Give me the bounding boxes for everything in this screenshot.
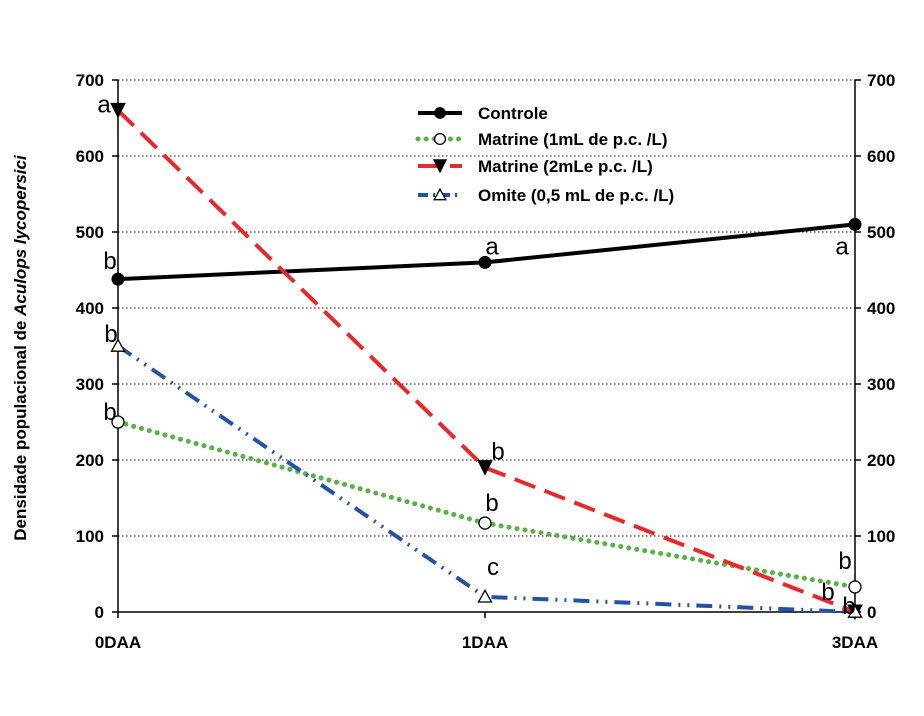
y-tick-label: 600 <box>76 147 104 166</box>
legend-label: Omite (0,5 mL de p.c. /L) <box>478 186 674 205</box>
legend-label: Controle <box>478 104 548 123</box>
y-tick-label: 700 <box>867 71 895 90</box>
significance-letter: b <box>104 321 117 348</box>
x-tick-label: 0DAA <box>95 633 141 652</box>
legend-label: Matrine (2mLe p.c. /L) <box>478 157 653 176</box>
y-tick-label: 400 <box>867 299 895 318</box>
marker <box>110 102 126 119</box>
y-tick-label: 200 <box>867 451 895 470</box>
x-tick-labels: 0DAA 1DAA 3DAA <box>95 633 878 652</box>
significance-letter: a <box>485 233 499 260</box>
marker <box>848 217 862 231</box>
y-tick-label: 600 <box>867 147 895 166</box>
right-y-tick-labels: 0 100 200 300 400 500 600 700 <box>867 71 895 622</box>
x-tick-label: 3DAA <box>832 633 878 652</box>
significance-letter: a <box>97 91 111 118</box>
marker <box>433 132 447 146</box>
significance-letter: b <box>491 439 504 466</box>
marker <box>478 516 492 530</box>
significance-letter: b <box>103 399 116 426</box>
legend: Controle Matrine (1mL de p.c. /L) Matrine … <box>415 104 674 205</box>
x-tick-label: 1DAA <box>462 633 508 652</box>
y-tick-label: 300 <box>76 375 104 394</box>
y-tick-label: 500 <box>76 223 104 242</box>
y-tick-label: 100 <box>76 527 104 546</box>
marker <box>111 272 125 286</box>
y-axis-label: Densidade populacional de Aculops lycope… <box>11 154 30 541</box>
significance-letter: b <box>842 593 855 620</box>
significance-letter: b <box>485 490 498 517</box>
significance-letter: b <box>821 579 834 606</box>
y-tick-label: 0 <box>95 603 104 622</box>
marker <box>848 580 862 594</box>
marker <box>110 338 126 352</box>
significance-letter: a <box>835 233 849 260</box>
y-tick-label: 300 <box>867 375 895 394</box>
y-tick-label: 100 <box>867 527 895 546</box>
y-tick-label: 400 <box>76 299 104 318</box>
significance-letter: b <box>103 248 116 275</box>
legend-label: Matrine (1mL de p.c. /L) <box>478 130 668 149</box>
y-tick-label: 200 <box>76 451 104 470</box>
grid-lines <box>118 79 855 537</box>
y-tick-label: 500 <box>867 223 895 242</box>
marker <box>477 460 493 476</box>
marker <box>433 187 447 201</box>
marker <box>478 255 492 269</box>
marker <box>432 159 448 174</box>
y-tick-label: 0 <box>867 603 876 622</box>
marker <box>111 415 125 429</box>
significance-letter: b <box>838 548 851 575</box>
y-tick-label: 700 <box>76 71 104 90</box>
left-y-tick-labels: 0 100 200 300 400 500 600 700 <box>76 71 104 622</box>
marker <box>434 107 446 119</box>
series-markers <box>110 102 863 621</box>
significance-letter: c <box>487 554 499 581</box>
marker <box>847 604 863 618</box>
marker <box>477 588 493 603</box>
